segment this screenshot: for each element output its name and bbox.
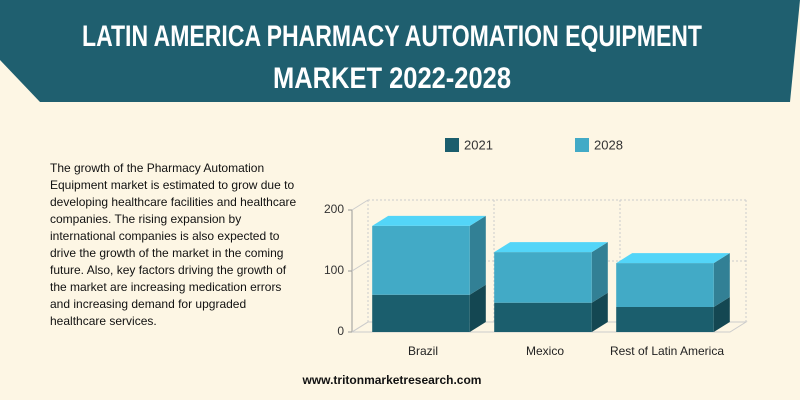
bar-segment (494, 252, 592, 303)
grid-line (351, 321, 369, 333)
y-tick-label: 200 (324, 202, 344, 216)
bar-top (616, 253, 730, 264)
title-line: LATIN AMERICA PHARMACY AUTOMATION EQUIPM… (82, 20, 702, 53)
bar-side (469, 215, 486, 295)
description: The growth of the Pharmacy Automation Eq… (50, 161, 297, 328)
bar-segment (494, 302, 592, 332)
bar-side (713, 253, 730, 307)
bar-side (591, 292, 608, 332)
grid-line (351, 199, 369, 211)
bar-top (372, 215, 486, 226)
bar-side (591, 242, 608, 303)
x-tick-label: Rest of Latin America (610, 344, 724, 358)
grid-line (351, 260, 369, 272)
title-line: MARKET 2022-2028 (273, 62, 511, 95)
legend-label: 2028 (594, 137, 623, 152)
bar-segment (616, 263, 714, 307)
bar-segment (616, 306, 714, 332)
footer-url: www.tritonmarketresearch.com (302, 373, 482, 387)
bar-top (494, 242, 608, 253)
bar-side (469, 284, 486, 332)
legend-swatch (445, 138, 459, 152)
y-tick-label: 0 (337, 324, 344, 338)
x-tick-label: Brazil (408, 344, 438, 358)
bar-segment (372, 294, 470, 332)
x-tick-label: Mexico (526, 344, 564, 358)
legend-swatch (575, 138, 589, 152)
title-banner (0, 0, 800, 102)
bar-side (713, 296, 730, 332)
bar-segment (372, 225, 470, 295)
legend-label: 2021 (464, 137, 493, 152)
y-tick-label: 100 (324, 263, 344, 277)
